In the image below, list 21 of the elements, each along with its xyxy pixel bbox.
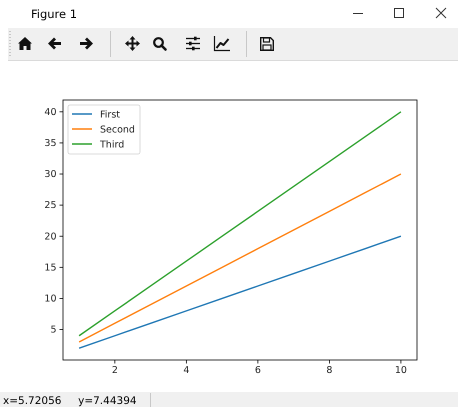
y-tick-label: 10 <box>44 293 56 304</box>
x-tick-label: 2 <box>112 365 118 376</box>
line-series <box>78 236 402 349</box>
x-tick-label: 8 <box>326 365 332 376</box>
y-tick-label: 20 <box>44 231 56 242</box>
y-tick-label: 25 <box>44 200 56 212</box>
y-tick-label: 35 <box>44 138 56 149</box>
legend-label: First <box>100 110 120 120</box>
legend-label: Second <box>100 124 135 136</box>
line-series <box>78 173 402 343</box>
x-tick-label: 10 <box>394 365 407 376</box>
y-tick-label: 15 <box>44 262 56 274</box>
y-tick-label: 5 <box>50 324 56 336</box>
caption: Figure 1 <box>31 7 78 21</box>
line-series <box>78 111 402 336</box>
x-tick-label: 4 <box>183 365 190 376</box>
y-tick-label: 30 <box>44 169 56 180</box>
text: x=5.72056 y=7.44394 <box>3 395 137 407</box>
y-tick-label: 40 <box>44 106 56 118</box>
x-tick-label: 6 <box>254 365 261 376</box>
legend-label: Third <box>99 140 124 150</box>
